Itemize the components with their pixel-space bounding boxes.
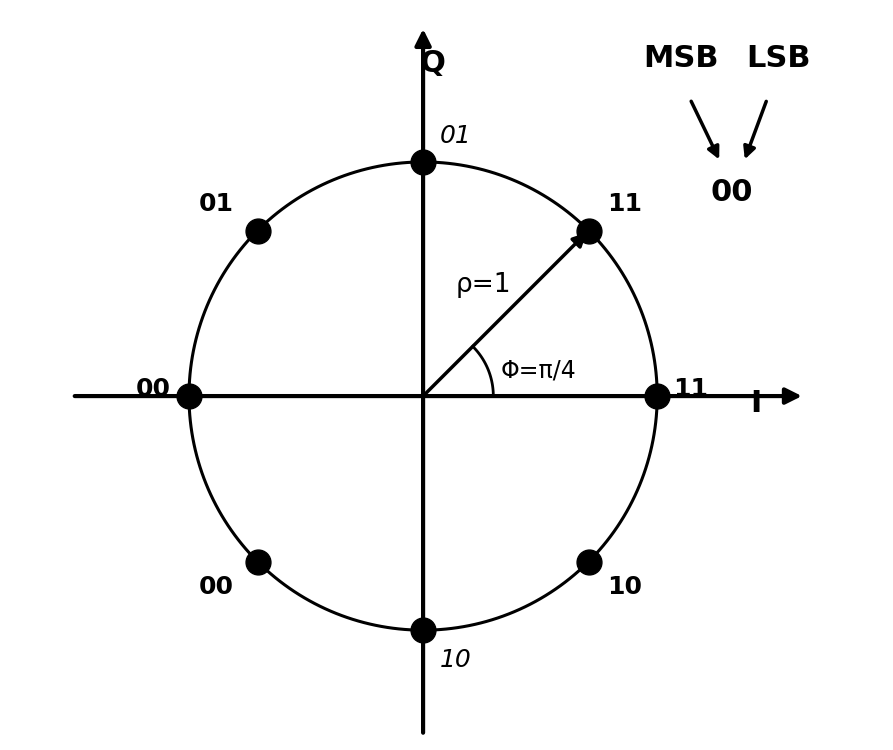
Text: MSB: MSB [643,44,718,73]
Text: Q: Q [420,50,446,78]
Text: 10: 10 [439,648,472,672]
Point [416,624,430,636]
Text: I: I [750,388,761,418]
Text: Φ=π/4: Φ=π/4 [500,358,576,382]
Text: 11: 11 [607,193,642,217]
Point [650,390,664,402]
Point [581,556,596,568]
Text: 01: 01 [439,124,472,148]
Point [250,556,264,568]
Point [182,390,196,402]
Text: 00: 00 [711,178,754,207]
Text: 10: 10 [607,575,642,599]
Text: 00: 00 [135,376,171,400]
Text: ρ=1: ρ=1 [455,272,512,298]
Text: 01: 01 [199,193,234,217]
Text: 00: 00 [199,575,234,599]
Text: 11: 11 [673,376,708,400]
Text: LSB: LSB [747,44,811,73]
Point [416,156,430,168]
Point [581,224,596,236]
Point [250,224,264,236]
